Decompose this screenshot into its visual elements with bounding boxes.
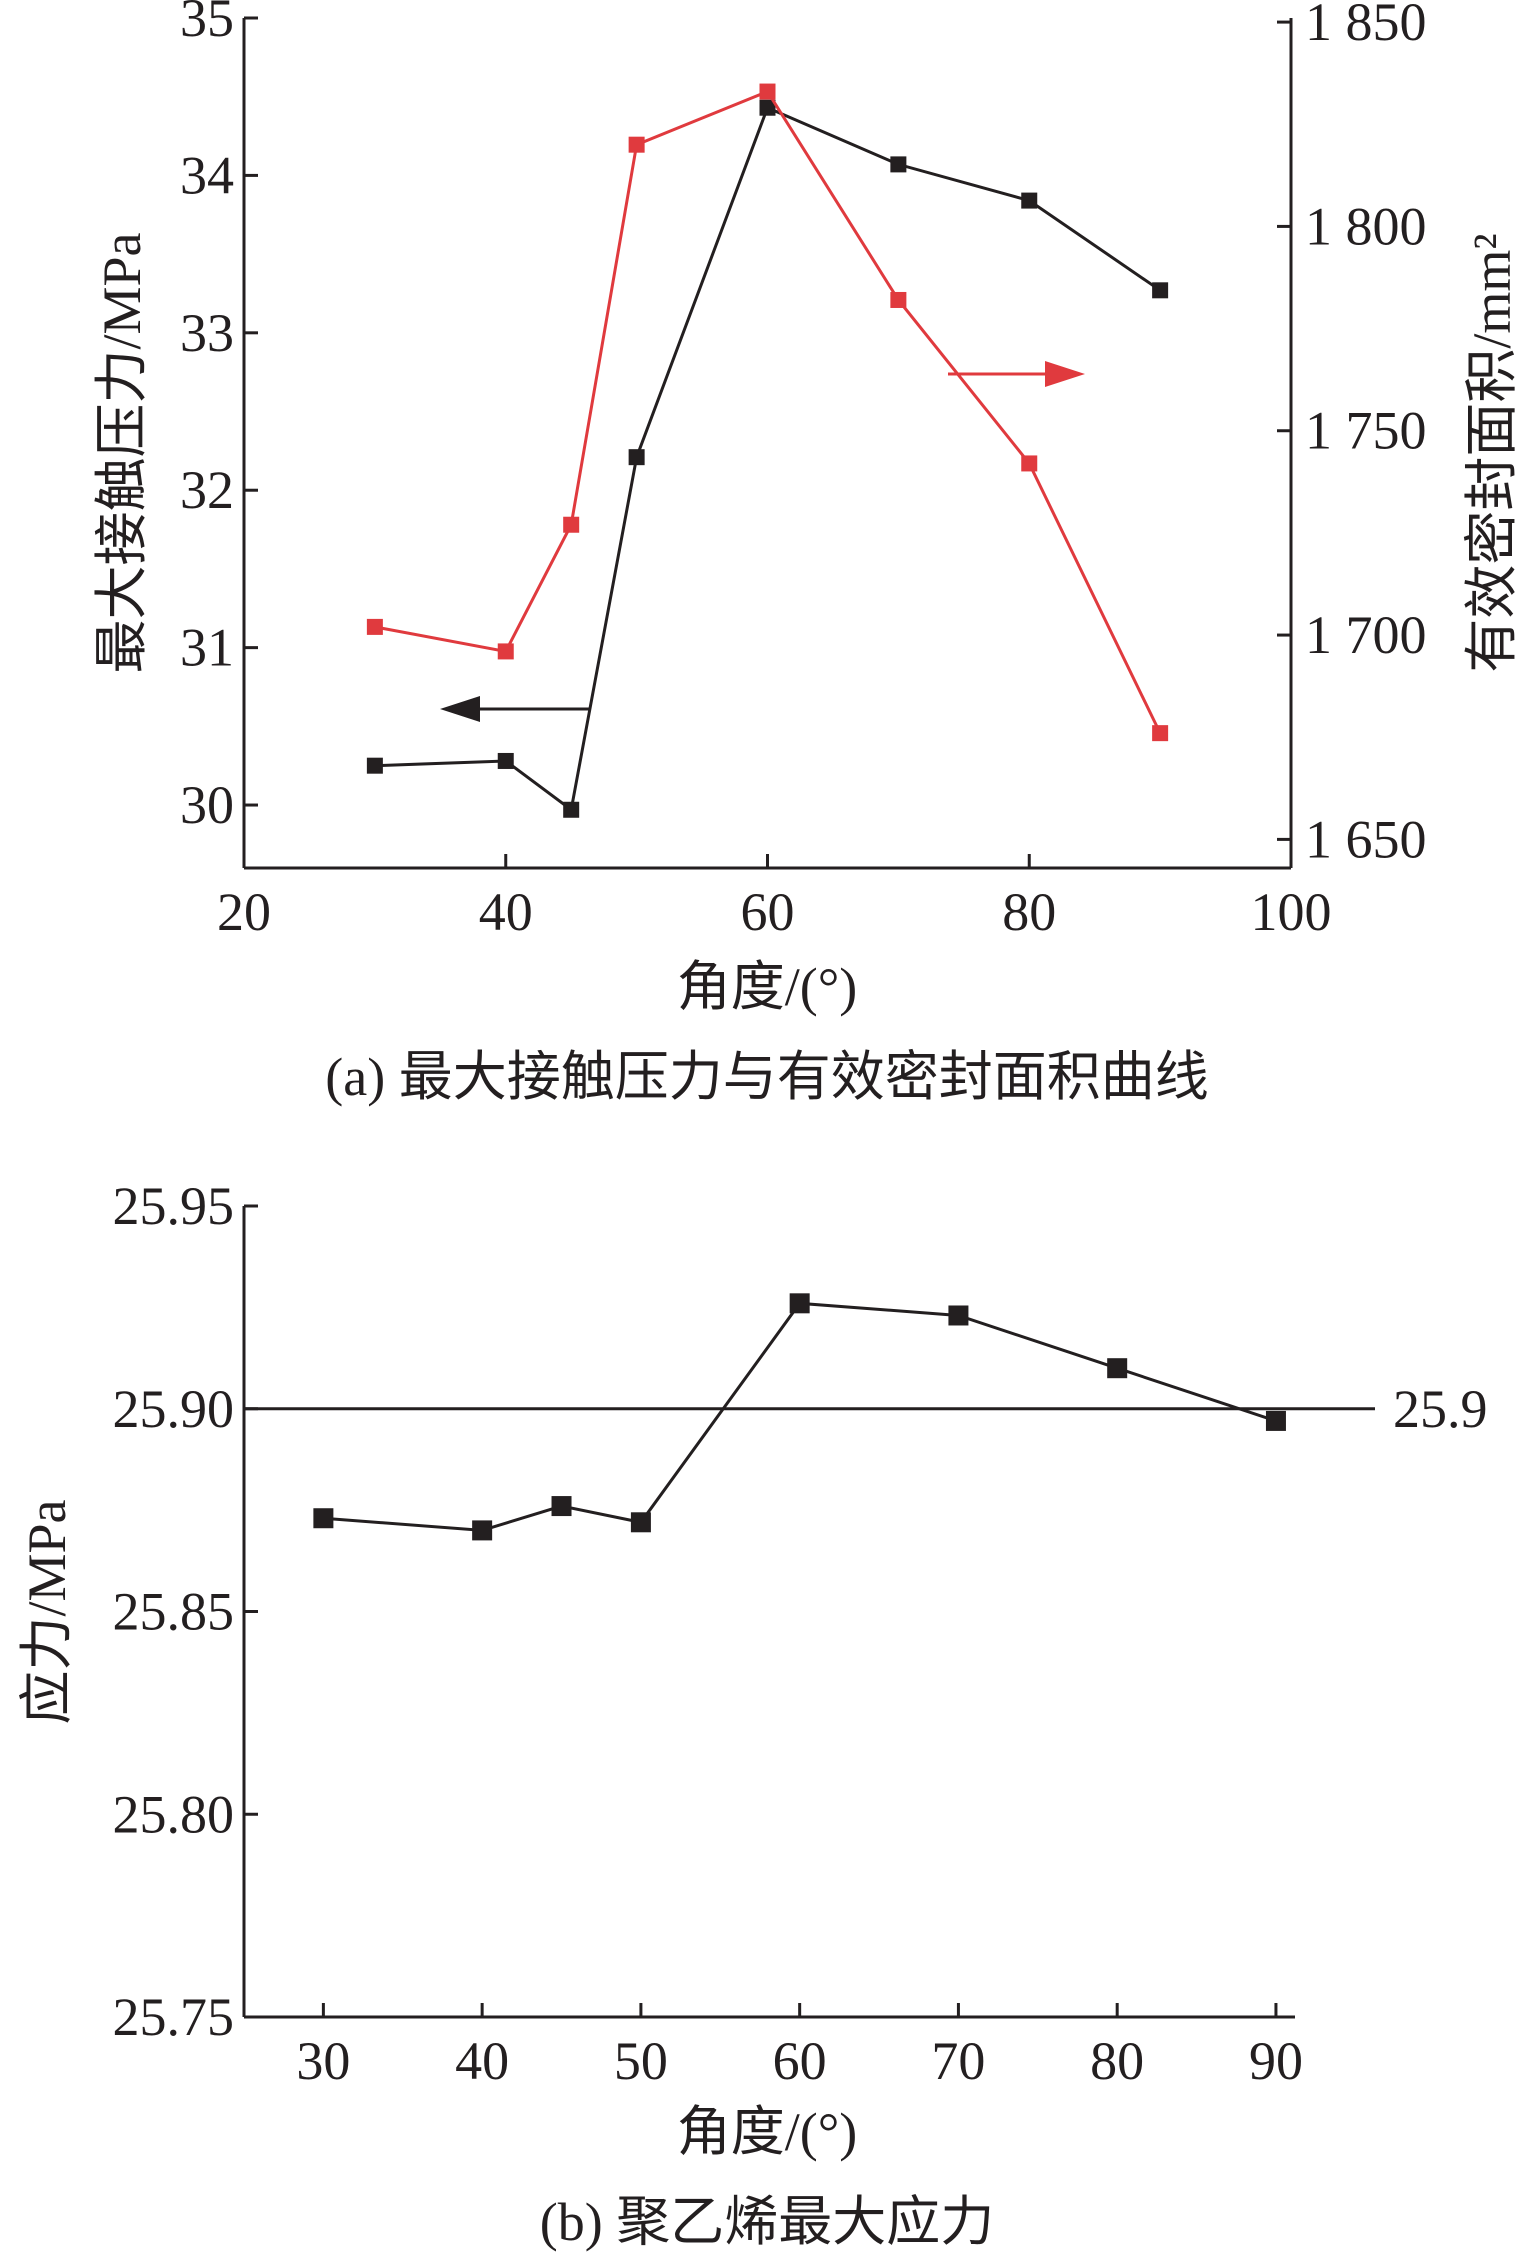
panel-b-series-point: [1265, 1410, 1286, 1431]
panel-a-series-2-point: [366, 618, 383, 635]
panel-b-x-tick-label: 90: [1249, 2031, 1303, 2091]
panel-b-x-label: 角度/(°): [677, 2102, 858, 2162]
panel-a-x-ticks: 20 40 60 80 100: [217, 854, 1332, 942]
panel-a-y2-tick-label: 1 700: [1305, 605, 1427, 665]
panel-a-y-label: 最大接触压力/MPa: [92, 232, 152, 673]
panel-b-x-tick-label: 50: [614, 2031, 668, 2091]
panel-b-x-tick-label: 70: [931, 2031, 985, 2091]
panel-b-x-tick-label: 40: [455, 2031, 509, 2091]
panel-a-y2-ticks: 1 650 1 700 1 750 1 800 1 850: [1277, 0, 1427, 869]
panel-a-caption: (a) 最大接触压力与有效密封面积曲线: [325, 1047, 1208, 1107]
panel-a-y2-tick-label: 1 850: [1305, 0, 1427, 52]
panel-a-series-2-point: [890, 291, 907, 308]
panel-a-x-tick-label: 100: [1251, 882, 1332, 942]
panel-a-y2-tick-label: 1 800: [1305, 196, 1427, 256]
panel-a-series-2-point: [1021, 455, 1038, 472]
panel-a-series-1-line: [374, 105, 1161, 813]
panel-b-series-point: [948, 1305, 969, 1326]
panel-a-series-1-point: [1152, 282, 1169, 299]
panel-b-series-point: [1107, 1358, 1128, 1379]
panel-a-series-1-point: [497, 752, 514, 769]
panel-a-x-tick-label: 60: [741, 882, 795, 942]
panel-a: 20 40 60 80 100 30 31 32 33 34 35 1 650 1 700 1 750…: [92, 0, 1522, 1107]
panel-a-series-1-point: [890, 156, 907, 173]
panel-b-series-point: [551, 1496, 572, 1517]
panel-b-series-point: [472, 1520, 493, 1541]
panel-a-series: [366, 83, 1169, 818]
panel-a-x-label: 角度/(°): [677, 957, 858, 1017]
panel-b-y-tick-label: 25.85: [113, 1582, 235, 1642]
panel-a-series-2-point: [628, 136, 645, 153]
panel-a-series-2-point: [563, 516, 580, 533]
panel-b-x-tick-label: 30: [296, 2031, 350, 2091]
panel-a-series-2-point: [497, 643, 514, 660]
panel-a-series-1-point: [1021, 192, 1038, 209]
panel-b-x-tick-label: 60: [773, 2031, 827, 2091]
panel-b-x-tick-label: 80: [1090, 2031, 1144, 2091]
reference-line-label: 25.9: [1393, 1379, 1488, 1439]
panel-b-series: [313, 1293, 1286, 1541]
panel-b-y-tick-label: 25.75: [113, 1987, 235, 2047]
panel-a-y2-tick-label: 1 750: [1305, 401, 1427, 461]
panel-b-series-line: [323, 1301, 1277, 1532]
panel-b-caption: (b) 聚乙烯最大应力: [540, 2192, 994, 2252]
panel-b-series-point: [789, 1293, 810, 1314]
panel-a-y-tick-label: 32: [180, 460, 234, 520]
panel-a-y-tick-label: 31: [180, 618, 234, 678]
panel-a-series-1-point: [759, 99, 776, 116]
left-axis-arrow: [440, 696, 590, 722]
panel-b-y-tick-label: 25.95: [113, 1176, 235, 1236]
panel-b-x-ticks: 30 40 50 60 70 80 90: [296, 2003, 1303, 2091]
panel-a-y-tick-label: 35: [180, 0, 234, 48]
panel-b-series-point: [630, 1512, 651, 1533]
panel-b-y-tick-label: 25.90: [113, 1379, 235, 1439]
panel-a-series-2-line: [374, 89, 1162, 734]
panel-a-x-tick-label: 40: [479, 882, 533, 942]
panel-a-x-tick-label: 20: [217, 882, 271, 942]
panel-b-y-ticks: 25.75 25.80 25.85 25.90 25.95: [113, 1176, 258, 2047]
panel-b-series-point: [313, 1508, 334, 1529]
panel-a-series-2-point: [759, 83, 776, 100]
panel-a-y-tick-label: 30: [180, 775, 234, 835]
panel-a-series-1-point: [563, 801, 580, 818]
panel-b: 30 40 50 60 70 80 90 25.75 25.80 25.85 25.90 25.95…: [17, 1176, 1488, 2252]
panel-a-x-tick-label: 80: [1002, 882, 1056, 942]
panel-b-y-label: 应力/MPa: [17, 1499, 77, 1724]
right-axis-arrow: [948, 361, 1085, 387]
panel-b-y-tick-label: 25.80: [113, 1784, 235, 1844]
panel-a-series-1-point: [366, 757, 383, 774]
panel-a-y-tick-label: 33: [180, 303, 234, 363]
panel-a-y2-tick-label: 1 650: [1305, 809, 1427, 869]
panel-a-series-1-point: [628, 449, 645, 466]
panel-a-y-tick-label: 34: [180, 145, 234, 205]
panel-a-y-ticks: 30 31 32 33 34 35: [180, 0, 258, 835]
panel-a-y2-label: 有效密封面积/mm²: [1462, 233, 1522, 672]
panel-a-series-2-point: [1152, 725, 1169, 742]
